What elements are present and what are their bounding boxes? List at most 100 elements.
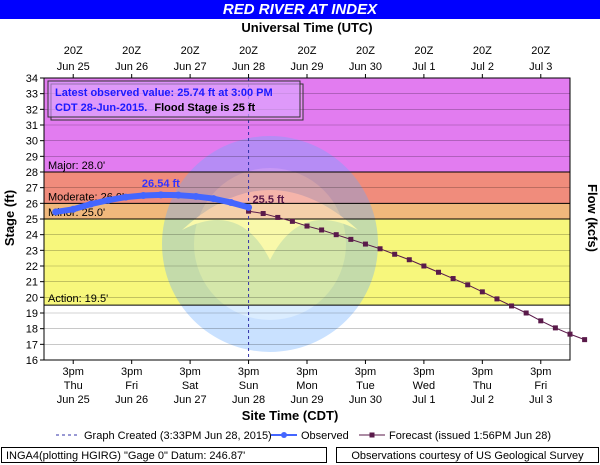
annotations: 26.54 ft 25.5 ft <box>142 178 285 206</box>
top-tick-time: 20Z <box>64 45 83 57</box>
y-tick-label: 29 <box>26 151 38 163</box>
bottom-tick-day: Sun <box>239 380 259 392</box>
bottom-tick-day: Mon <box>296 380 317 392</box>
forecast-point <box>582 337 588 343</box>
bottom-tick-date: Jun 29 <box>290 394 323 406</box>
y-tick-label: 24 <box>26 230 38 242</box>
latest-observed-line2: CDT 28-Jun-2015. Flood Stage is 25 ft <box>55 102 256 114</box>
bottom-tick-date: Jun 27 <box>174 394 207 406</box>
y-axis-title-left: Stage (ft) <box>2 190 17 246</box>
y-tick-label: 19 <box>26 308 38 320</box>
y-tick-label: 18 <box>26 324 38 336</box>
legend-forecast: Forecast (issued 1:56PM Jun 28) <box>389 430 551 442</box>
bottom-tick-date: Jun 28 <box>232 394 265 406</box>
forecast-point <box>333 232 339 238</box>
top-tick-date: Jun 28 <box>232 61 265 73</box>
hydrograph-chart: Major: 28.0'Moderate: 26.0'Minor: 25.0'A… <box>2 20 600 442</box>
flood-stage-note: Flood Stage is 25 ft <box>154 102 255 114</box>
top-tick-date: Jul 3 <box>529 61 552 73</box>
top-tick-date: Jul 2 <box>471 61 494 73</box>
forecast-point <box>421 263 427 269</box>
observed-point <box>87 200 95 208</box>
bottom-tick-time: 3pm <box>63 366 84 378</box>
stage-label-action: Action: 19.5' <box>48 293 108 305</box>
forecast-point <box>362 241 368 247</box>
y-tick-label: 22 <box>26 261 38 273</box>
legend-forecast-marker <box>369 432 375 438</box>
top-tick-date: Jun 26 <box>115 61 148 73</box>
y-tick-label: 21 <box>26 277 38 289</box>
forecast-point <box>494 296 500 302</box>
bottom-tick-time: 3pm <box>530 366 551 378</box>
noaa-watermark-logo <box>162 136 378 352</box>
peak-label: 26.54 ft <box>142 178 180 190</box>
top-tick-time: 20Z <box>473 45 492 57</box>
bottom-tick-date: Jun 26 <box>115 394 148 406</box>
credit-footer: Observations courtesy of US Geological S… <box>336 447 599 463</box>
top-tick-time: 20Z <box>356 45 375 57</box>
legend-graph-created: Graph Created (3:33PM Jun 28, 2015) <box>84 430 272 442</box>
forecast-point <box>275 214 281 220</box>
bottom-tick-day: Thu <box>64 380 83 392</box>
bottom-tick-date: Jun 25 <box>57 394 90 406</box>
band-minor <box>44 203 570 219</box>
observed-series <box>52 191 253 216</box>
y-tick-label: 31 <box>26 120 38 132</box>
forecast-point <box>348 236 354 242</box>
bottom-tick-day: Wed <box>413 380 435 392</box>
forecast-point <box>523 310 529 316</box>
top-tick-date: Jul 1 <box>412 61 435 73</box>
observed-point <box>69 205 77 213</box>
top-axis: 20Z Jun 25 20Z Jun 26 20Z Jun 27 20Z Jun 28 20Z J… <box>57 45 552 78</box>
latest-observed-date: CDT 28-Jun-2015. <box>55 102 147 114</box>
forecast-point <box>246 208 252 214</box>
top-tick-time: 20Z <box>531 45 550 57</box>
stage-label-major: Major: 28.0' <box>48 160 105 172</box>
observed-point <box>52 208 60 216</box>
forecast-point <box>450 276 456 282</box>
legend-observed: Observed <box>301 430 349 442</box>
forecast-series <box>246 208 588 343</box>
bottom-tick-time: 3pm <box>413 366 434 378</box>
bottom-tick-time: 3pm <box>238 366 259 378</box>
y-tick-label: 26 <box>26 198 38 210</box>
y-tick-label: 23 <box>26 245 38 257</box>
forecast-point <box>260 211 266 217</box>
forecast-point <box>552 325 558 331</box>
y-tick-label: 20 <box>26 292 38 304</box>
y-tick-label: 34 <box>26 73 38 85</box>
observed-point <box>122 193 130 201</box>
bottom-tick-time: 3pm <box>472 366 493 378</box>
forecast-point <box>479 289 485 295</box>
legend: Graph Created (3:33PM Jun 28, 2015) Obse… <box>56 430 551 442</box>
forecast-point <box>319 227 325 233</box>
legend-observed-marker <box>281 432 287 438</box>
y-tick-label: 33 <box>26 89 38 101</box>
forecast-point <box>406 257 412 263</box>
top-tick-date: Jun 30 <box>349 61 382 73</box>
chart-title: RED RIVER AT INDEX <box>0 0 600 19</box>
latest-observed-line1: Latest observed value: 25.74 ft at 3:00 … <box>55 87 273 99</box>
observed-point <box>104 196 112 204</box>
forecast-point <box>567 331 573 337</box>
y-tick-label: 17 <box>26 339 38 351</box>
bottom-tick-time: 3pm <box>355 366 376 378</box>
forecast-point <box>392 251 398 257</box>
bottom-tick-date: Jul 3 <box>529 394 552 406</box>
observed-point <box>245 203 253 211</box>
forecast-point <box>377 246 383 252</box>
left-axis: 16 17 18 19 20 21 22 23 24 25 26 27 28 29 30 31 32 33 34 <box>26 73 44 367</box>
bottom-tick-date: Jul 1 <box>412 394 435 406</box>
bottom-tick-date: Jun 30 <box>349 394 382 406</box>
bottom-tick-time: 3pm <box>296 366 317 378</box>
datum-footer: INGA4(plotting HGIRG) "Gage 0" Datum: 24… <box>1 447 327 463</box>
forecast-point <box>509 303 515 309</box>
top-axis-title: Universal Time (UTC) <box>241 20 372 35</box>
top-tick-time: 20Z <box>414 45 433 57</box>
observed-point <box>209 195 217 203</box>
bottom-tick-day: Sat <box>182 380 199 392</box>
y-axis-title-right: Flow (kcfs) <box>585 184 600 252</box>
bottom-tick-date: Jul 2 <box>471 394 494 406</box>
top-tick-time: 20Z <box>181 45 200 57</box>
bottom-tick-day: Tue <box>356 380 375 392</box>
